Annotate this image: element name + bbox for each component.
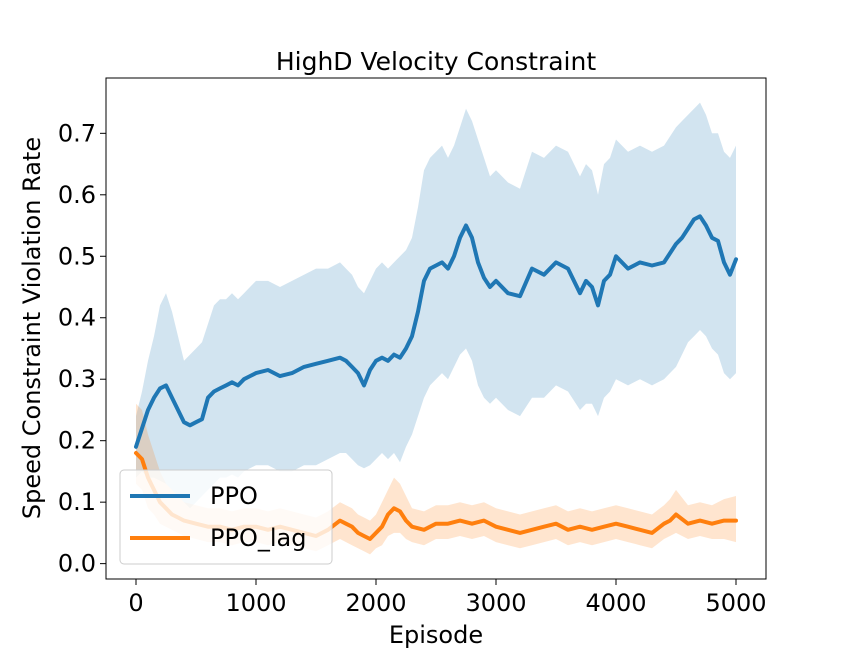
y-tick-label: 0.4: [58, 304, 96, 332]
y-tick-label: 0.2: [58, 427, 96, 455]
y-tick-label: 0.7: [58, 119, 96, 147]
y-tick-label: 0.6: [58, 181, 96, 209]
x-tick-label: 4000: [585, 589, 646, 617]
legend-label-ppo-lag: PPO_lag: [210, 524, 306, 552]
line-ppo: [134, 214, 738, 449]
legend: PPO PPO_lag: [119, 469, 333, 565]
y-tick-label: 0.3: [58, 365, 96, 393]
x-axis-ticks: 0 1000 2000 3000 4000 5000: [128, 579, 767, 617]
y-axis-label: Speed Constraint Violation Rate: [18, 137, 46, 519]
band-ppo: [136, 102, 736, 509]
x-tick-label: 1000: [225, 589, 286, 617]
x-tick-label: 2000: [345, 589, 406, 617]
plot-frame: [105, 77, 767, 580]
y-tick-label: 0.1: [58, 488, 96, 516]
x-tick-label: 0: [128, 589, 143, 617]
legend-box: [119, 469, 333, 565]
legend-label-ppo: PPO: [210, 482, 258, 510]
chart-title: HighD Velocity Constraint: [276, 47, 596, 76]
x-axis-label: Episode: [389, 621, 483, 649]
y-axis-ticks: 0.0 0.1 0.2 0.3 0.4 0.5 0.6 0.7: [58, 119, 106, 578]
y-tick-label: 0.5: [58, 242, 96, 270]
x-tick-label: 3000: [465, 589, 526, 617]
y-tick-label: 0.0: [58, 550, 96, 578]
x-tick-label: 5000: [705, 589, 766, 617]
